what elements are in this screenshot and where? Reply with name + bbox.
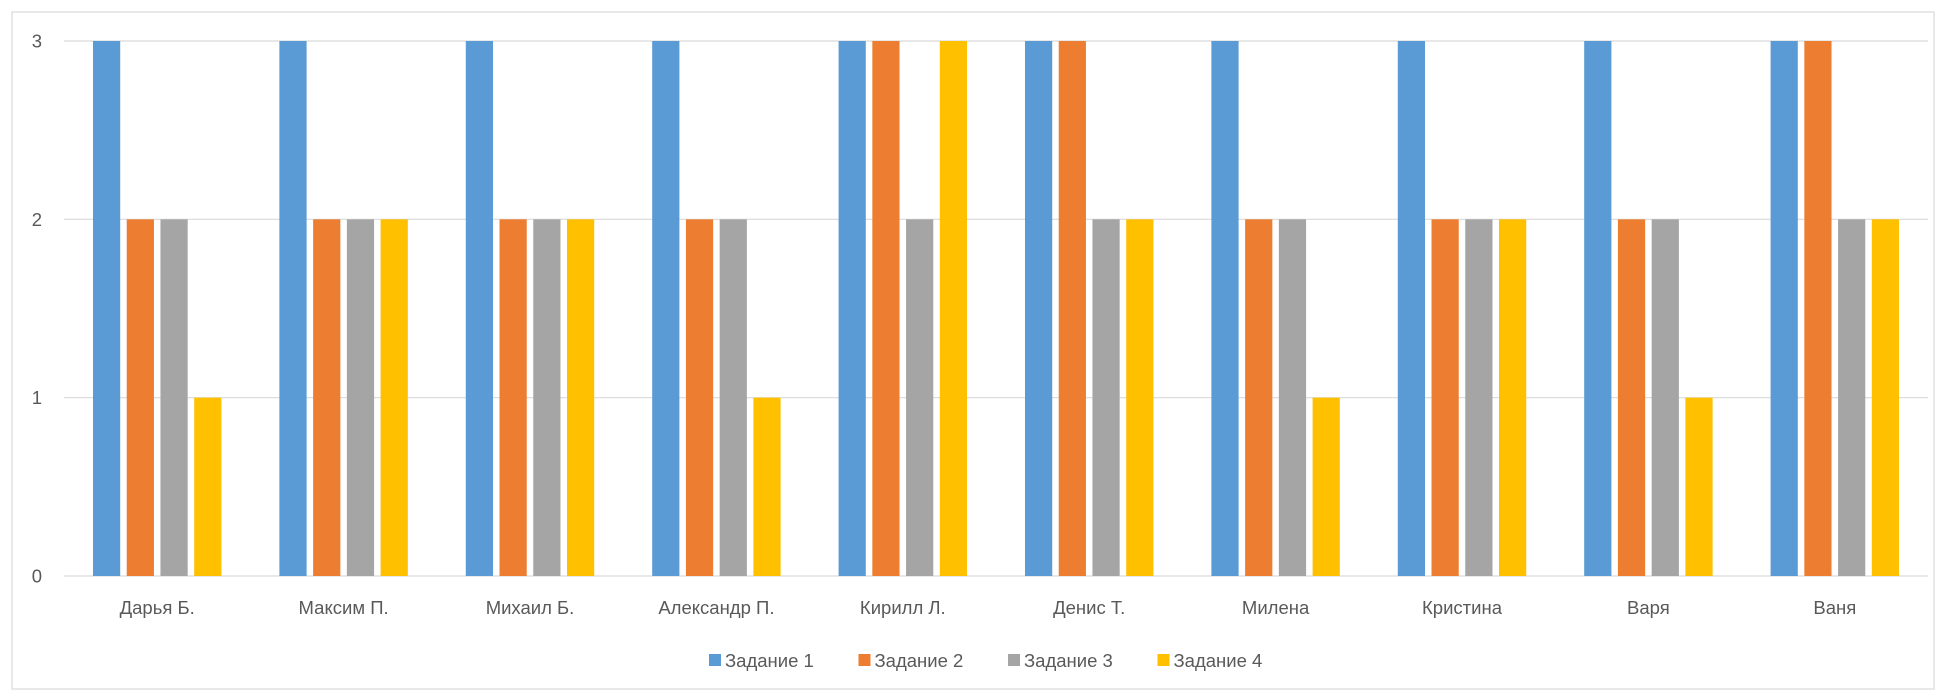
- bar: [1804, 41, 1832, 576]
- y-axis-ticks: 0 1 2 3: [32, 31, 42, 587]
- legend: Задание 1 Задание 2 Задание 3 Задание 4: [709, 650, 1262, 671]
- bar: [1397, 41, 1425, 576]
- bar: [1211, 41, 1239, 576]
- bar: [1278, 219, 1307, 577]
- bar: [838, 41, 866, 576]
- x-category-label: Денис Т.: [1053, 597, 1125, 618]
- bar: [1838, 219, 1866, 577]
- y-tick-label: 3: [32, 31, 42, 52]
- legend-item: Задание 1: [709, 650, 814, 671]
- bar: [194, 397, 222, 576]
- gridlines: [64, 40, 1928, 577]
- legend-item: Задание 3: [1008, 650, 1113, 671]
- bars: [92, 41, 1900, 577]
- y-tick-label: 1: [32, 387, 42, 408]
- bar: [1617, 219, 1646, 577]
- bar: [1312, 397, 1340, 576]
- x-category-label: Кристина: [1422, 597, 1503, 618]
- legend-swatch: [858, 654, 871, 666]
- y-tick-label: 2: [32, 209, 42, 230]
- bar: [499, 219, 527, 577]
- x-category-label: Кирилл Л.: [860, 597, 946, 618]
- bar: [939, 41, 968, 576]
- bar: [685, 219, 714, 577]
- bar: [1465, 219, 1493, 577]
- bar: [1499, 219, 1527, 577]
- bar: [92, 41, 121, 576]
- x-category-label: Михаил Б.: [486, 597, 575, 618]
- bar: [160, 219, 188, 577]
- x-category-label: Александр П.: [658, 597, 774, 618]
- bar: [533, 219, 561, 577]
- legend-label: Задание 3: [1024, 650, 1113, 671]
- bar: [1871, 219, 1900, 577]
- bar: [652, 41, 680, 576]
- bar: [1245, 219, 1273, 577]
- bar: [1770, 41, 1798, 576]
- bar: [719, 219, 747, 577]
- bar: [872, 41, 900, 576]
- legend-swatch: [1008, 654, 1020, 666]
- y-tick-label: 0: [32, 566, 42, 587]
- legend-swatch: [709, 654, 721, 666]
- bar: [753, 397, 781, 576]
- legend-label: Задание 2: [875, 650, 964, 671]
- bar: [1058, 41, 1086, 576]
- bar: [380, 219, 408, 577]
- bar: [126, 219, 154, 577]
- bar: [1685, 397, 1713, 576]
- x-axis-labels: Дарья Б. Максим П. Михаил Б. Александр П. Ки…: [120, 597, 1857, 618]
- legend-label: Задание 4: [1174, 650, 1263, 671]
- bar: [1584, 41, 1612, 576]
- bar: [465, 41, 493, 576]
- x-category-label: Дарья Б.: [120, 597, 195, 618]
- bar: [1651, 219, 1679, 577]
- legend-label: Задание 1: [725, 650, 814, 671]
- bar: [279, 41, 307, 576]
- x-category-label: Максим П.: [299, 597, 389, 618]
- legend-swatch: [1157, 654, 1170, 666]
- bar: [1431, 219, 1459, 577]
- bar: [1024, 41, 1053, 576]
- bar: [1092, 219, 1120, 577]
- x-category-label: Варя: [1627, 597, 1670, 618]
- bar: [346, 219, 375, 577]
- bar: [567, 219, 595, 577]
- bar: [906, 219, 934, 577]
- x-category-label: Ваня: [1813, 597, 1856, 618]
- legend-item: Задание 4: [1157, 650, 1263, 671]
- x-category-label: Милена: [1242, 597, 1310, 618]
- bar: [313, 219, 341, 577]
- legend-item: Задание 2: [858, 650, 964, 671]
- bar: [1126, 219, 1154, 577]
